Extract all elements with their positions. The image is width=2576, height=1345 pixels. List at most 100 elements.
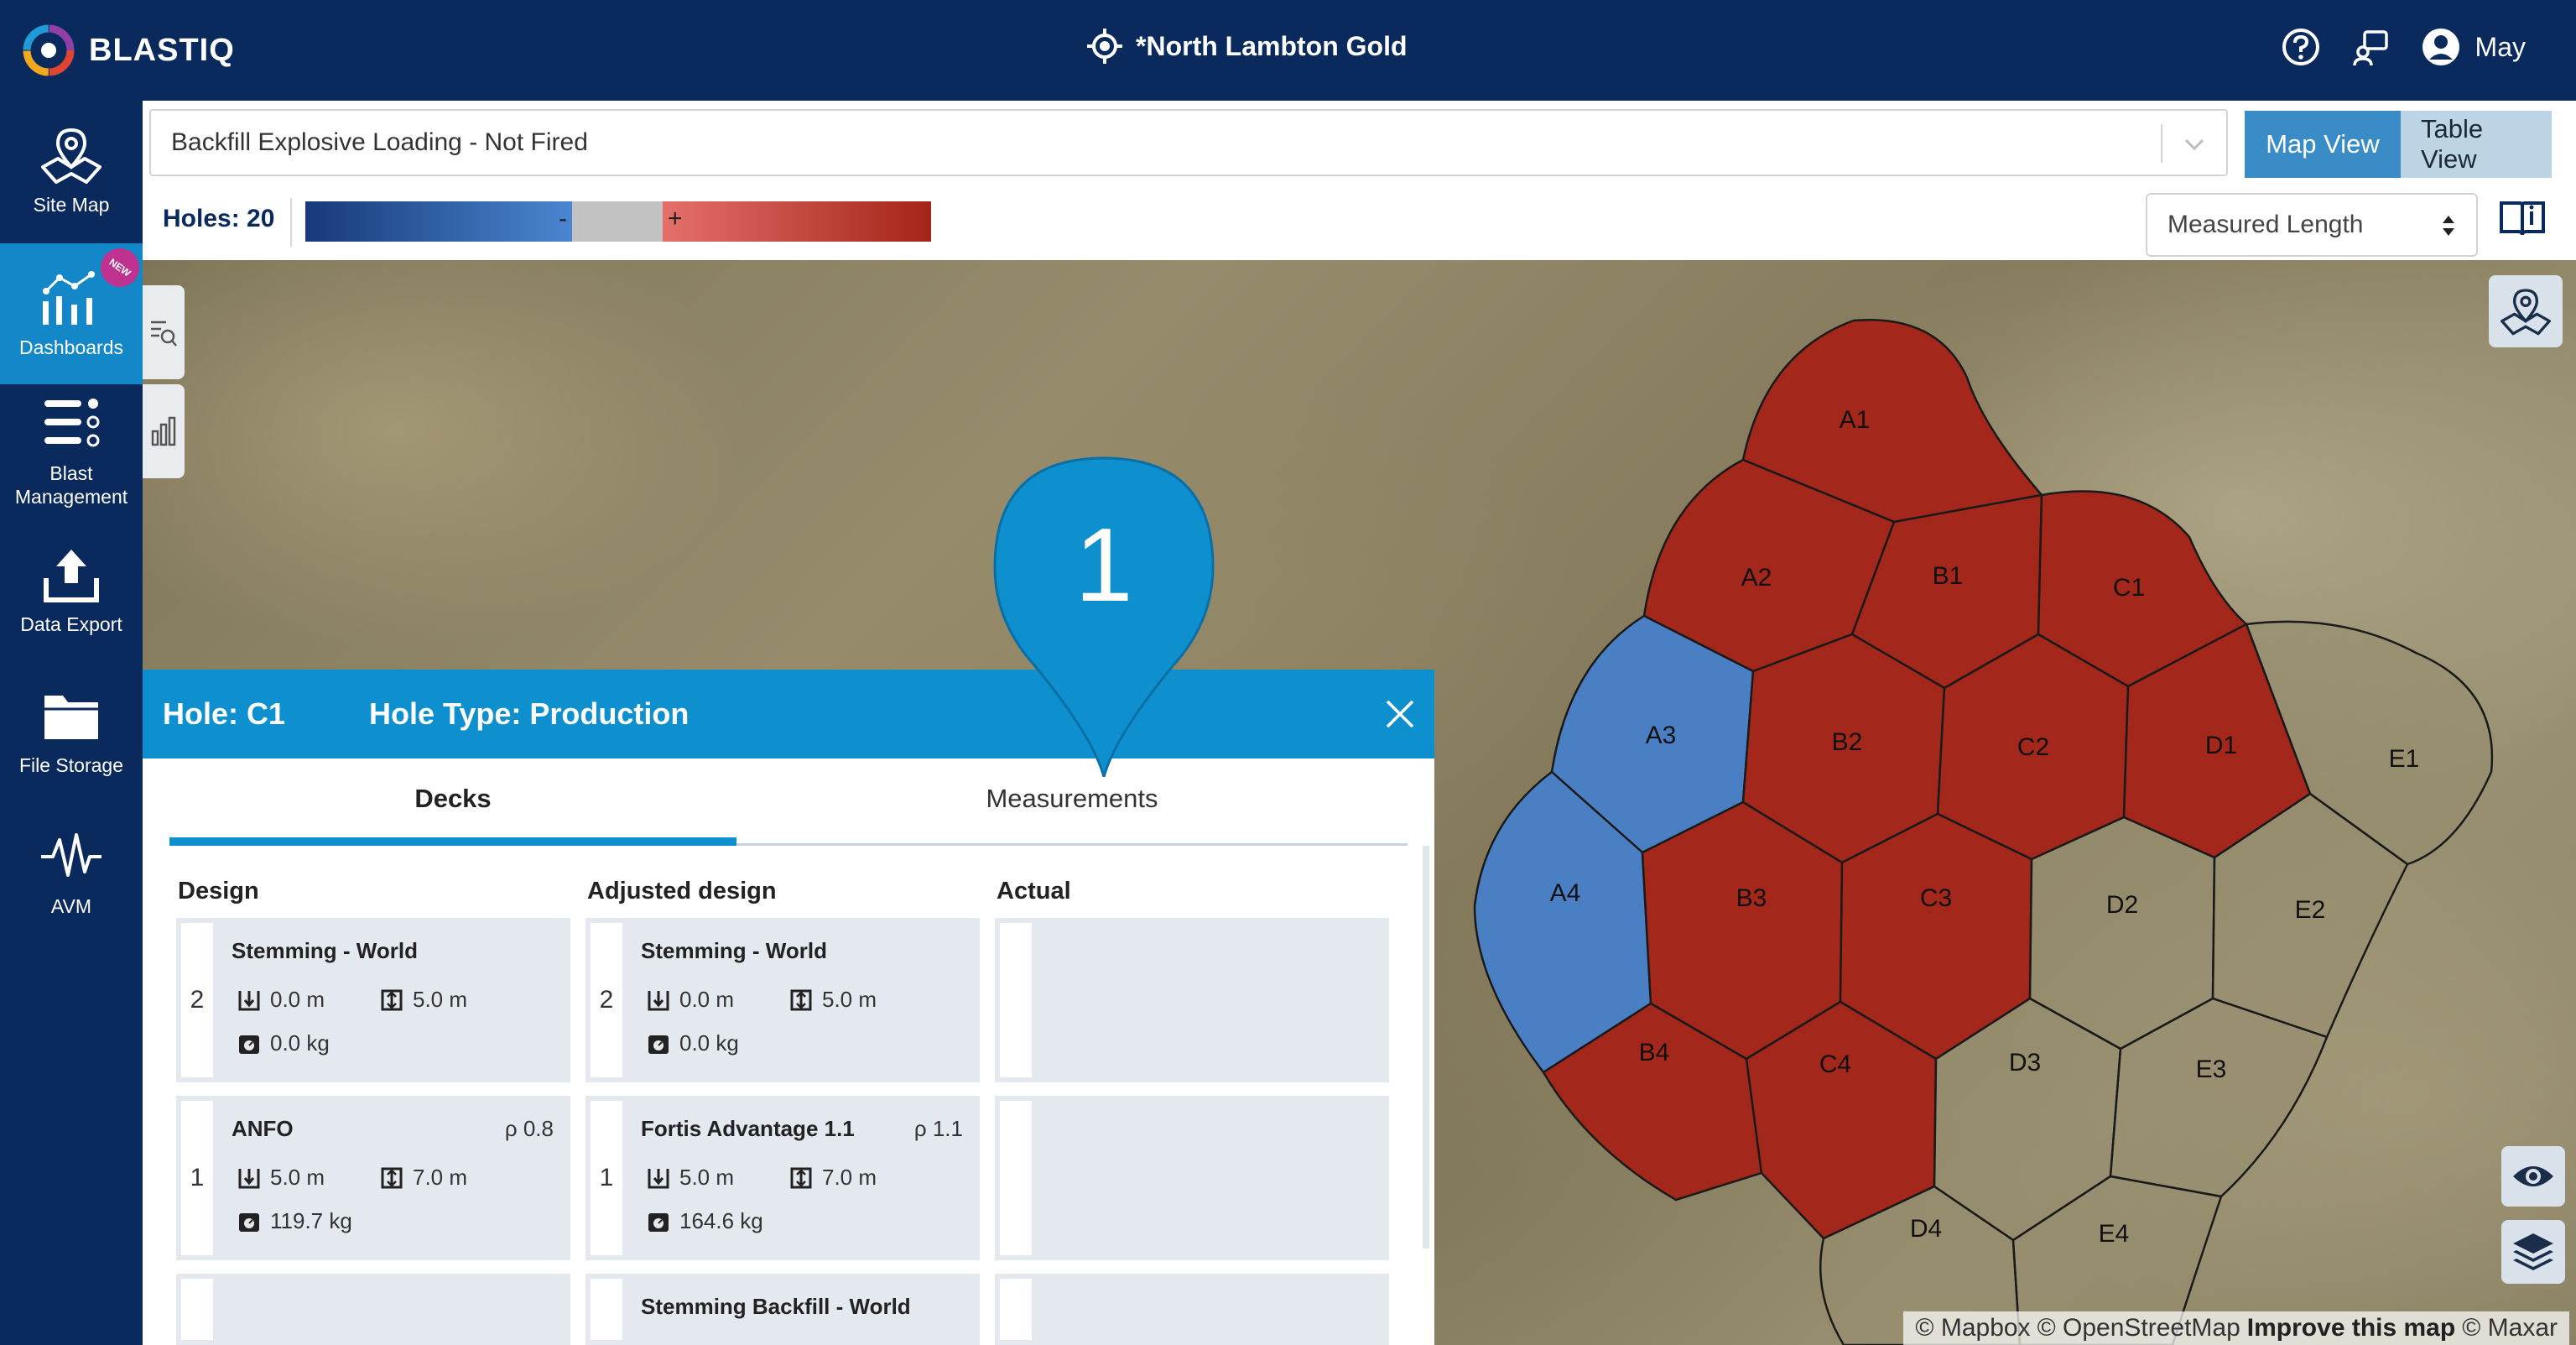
site-map-toggle-button[interactable] — [2489, 275, 2563, 347]
map-search-button[interactable] — [143, 285, 185, 379]
deck-length: 5.0 m — [788, 987, 877, 1013]
design-deck-card[interactable]: 1 ANFO ρ 0.8 5.0 m 7.0 m 119.7 kg — [176, 1096, 570, 1260]
hole-label-A1: A1 — [1840, 406, 1871, 434]
length-icon — [381, 1167, 403, 1188]
length-icon — [790, 989, 812, 1010]
mapbox-link[interactable]: © Mapbox — [1915, 1314, 2031, 1342]
blastiq-logo[interactable]: BLASTIQ — [20, 22, 235, 79]
holes-count: Holes: 20 — [163, 205, 275, 232]
sidebar-item-file-storage[interactable]: File Storage — [0, 661, 143, 802]
deck-mass: 0.0 kg — [237, 1030, 330, 1056]
blastiq-logo-icon — [23, 24, 75, 76]
deck-mass-value: 119.7 kg — [270, 1208, 352, 1233]
depth-icon — [238, 1168, 260, 1188]
sidebar-item-dashboards[interactable]: NEW Dashboards — [0, 240, 148, 384]
site-map-icon — [41, 128, 101, 185]
adjusted-deck-card[interactable]: 1 Fortis Advantage 1.1 ρ 1.1 5.0 m 7.0 m… — [585, 1096, 980, 1260]
deck-length-value: 7.0 m — [413, 1165, 468, 1190]
sidebar-item-data-export[interactable]: Data Export — [0, 520, 143, 661]
panel-scrollbar[interactable] — [1423, 846, 1429, 1249]
hole-type: Hole Type: Production — [369, 696, 690, 731]
blast-management-icon — [44, 399, 100, 447]
hole-label-B3: B3 — [1736, 884, 1767, 912]
table-view-button[interactable]: Table View — [2401, 111, 2552, 178]
search-list-icon — [151, 321, 177, 347]
design-deck-card[interactable] — [176, 1274, 570, 1345]
hole-label-D1: D1 — [2205, 732, 2237, 759]
map-attribution: © Mapbox © OpenStreetMap Improve this ma… — [1903, 1311, 2569, 1345]
legend-book-icon[interactable] — [2498, 198, 2547, 238]
osm-link[interactable]: © OpenStreetMap — [2037, 1314, 2240, 1342]
column-actual: Actual — [997, 878, 1071, 904]
deck-product: ANFO — [232, 1116, 294, 1141]
length-icon — [790, 1167, 812, 1188]
hole-label-C1: C1 — [2113, 574, 2145, 602]
legend-plus-sign: + — [668, 205, 683, 232]
view-select[interactable]: Backfill Explosive Loading - Not Fired — [149, 109, 2228, 176]
actual-deck-card[interactable] — [995, 1274, 1389, 1345]
visibility-button[interactable] — [2501, 1146, 2565, 1207]
site-selector[interactable]: *North Lambton Gold — [1087, 29, 1408, 64]
sidebar-item-label: Dashboards — [18, 336, 124, 359]
crosshair-icon — [1087, 29, 1122, 64]
hole-B4[interactable] — [1542, 1002, 1763, 1202]
hole-E3[interactable] — [2109, 997, 2329, 1198]
sidebar-item-site-map[interactable]: Site Map — [0, 101, 143, 242]
weight-icon — [648, 1212, 669, 1232]
sidebar-item-avm[interactable]: AVM — [0, 802, 143, 943]
deck-top: 0.0 m — [646, 987, 734, 1013]
sidebar-item-label: File Storage — [18, 754, 123, 777]
hole-A4[interactable] — [1473, 770, 1652, 1074]
layers-button[interactable] — [2501, 1220, 2565, 1284]
sidebar-item-blast-management[interactable]: Blast Management — [0, 381, 143, 522]
deck-number — [995, 1274, 1037, 1345]
actual-deck-card[interactable] — [995, 918, 1389, 1082]
deck-number: 2 — [585, 918, 627, 1082]
hole-label-B1: B1 — [1933, 562, 1964, 590]
eye-icon — [2513, 1166, 2553, 1186]
adjusted-deck-card[interactable]: Stemming Backfill - World — [585, 1274, 980, 1345]
site-map-icon — [2501, 289, 2551, 336]
hole-A1[interactable] — [1741, 319, 2044, 524]
view-toggle: Map View Table View — [2245, 111, 2552, 178]
help-icon[interactable] — [2281, 27, 2321, 67]
user-menu[interactable]: May — [2422, 28, 2526, 66]
select-divider — [2161, 124, 2162, 163]
hole-C1[interactable] — [2037, 490, 2249, 688]
close-icon[interactable] — [1384, 698, 1416, 730]
map-pin-marker[interactable]: 1 — [993, 456, 1215, 777]
weight-icon — [648, 1035, 669, 1054]
hole-E2[interactable] — [2211, 792, 2409, 1039]
deck-number — [585, 1274, 627, 1345]
deck-density: ρ 1.1 — [913, 1116, 963, 1141]
hole-E1[interactable] — [2245, 620, 2494, 866]
metric-select[interactable]: Measured Length — [2146, 193, 2478, 257]
adjusted-deck-card[interactable]: 2 Stemming - World 0.0 m 5.0 m 0.0 kg — [585, 918, 980, 1082]
hole-label-D4: D4 — [1910, 1215, 1942, 1243]
support-chat-icon[interactable] — [2351, 27, 2391, 67]
deck-number: 2 — [176, 918, 218, 1082]
user-name: May — [2475, 31, 2526, 62]
hole-label-C2: C2 — [2017, 733, 2049, 761]
filter-bar: Backfill Explosive Loading - Not Fired M… — [143, 101, 2576, 260]
hole-polygons: A1 A2 B1 C1 A3 B2 C2 D1 E1 A4 B3 C3 D2 E… — [1473, 319, 2494, 1345]
legend-minus-sign: - — [559, 205, 567, 232]
deck-length-value: 5.0 m — [413, 987, 468, 1012]
improve-map-link[interactable]: Improve this map — [2246, 1314, 2456, 1342]
deck-mass: 119.7 kg — [237, 1208, 352, 1234]
hole-D4[interactable] — [1819, 1185, 2022, 1345]
deck-mass: 164.6 kg — [646, 1208, 763, 1234]
deck-product: Stemming Backfill - World — [641, 1294, 911, 1319]
tab-decks[interactable]: Decks — [414, 784, 492, 813]
design-deck-card[interactable]: 2 Stemming - World 0.0 m 5.0 m 0.0 kg — [176, 918, 570, 1082]
map-stats-button[interactable] — [143, 384, 185, 478]
actual-deck-card[interactable] — [995, 1096, 1389, 1260]
chevron-down-icon[interactable] — [2179, 129, 2209, 159]
maxar-link[interactable]: © Maxar — [2462, 1314, 2558, 1342]
map-view-button[interactable]: Map View — [2245, 111, 2401, 178]
sidebar-item-label: Blast Management — [14, 462, 128, 508]
hole-label-E1: E1 — [2389, 745, 2420, 773]
legend-divider — [290, 198, 292, 247]
tab-measurements[interactable]: Measurements — [986, 784, 1158, 813]
active-tab-indicator — [169, 837, 736, 846]
